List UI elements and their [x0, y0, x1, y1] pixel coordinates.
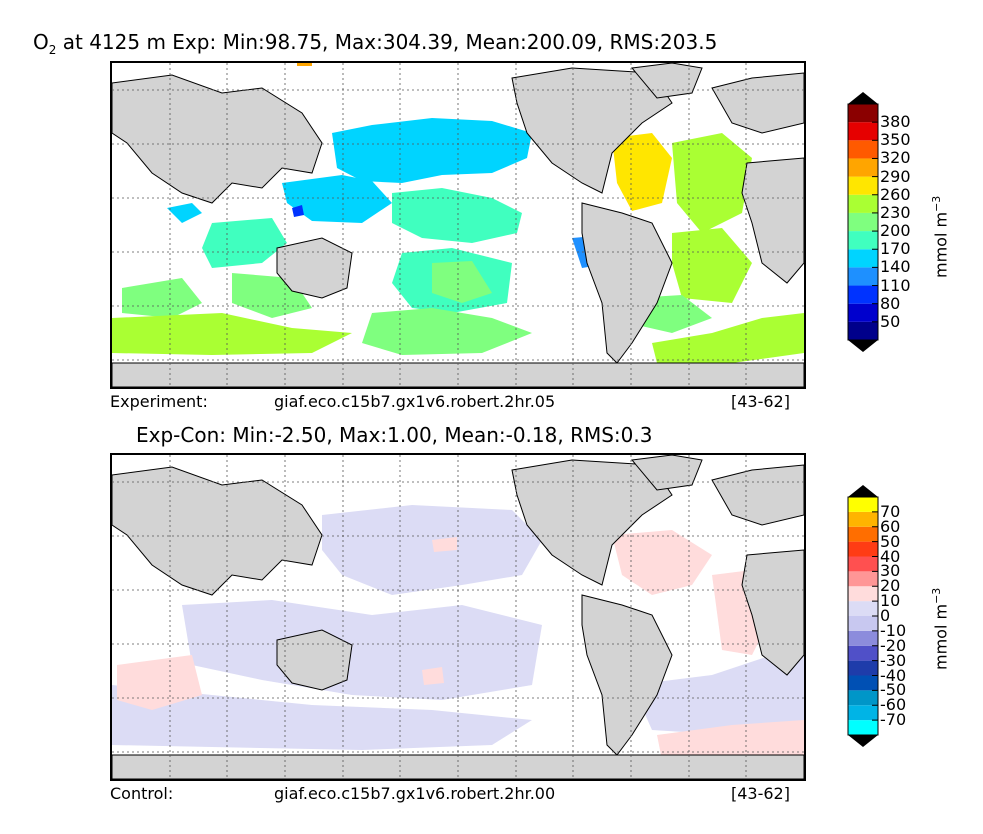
bottom-colorbar-ticks: -70 -60 -50 -40 -30 -20 -10 0 10 20 30 40 50 60 70 — [880, 485, 940, 747]
top-colorbar-tick: 140 — [880, 257, 911, 277]
top-colorbar-segment — [848, 176, 878, 195]
bottom-colorbar-segment — [848, 497, 878, 512]
top-colorbar-segment — [848, 303, 878, 322]
top-colorbar-tick: 350 — [880, 130, 911, 150]
top-colorbar-unit: mmol m−3 — [930, 196, 950, 278]
top-colorbar-segment — [848, 122, 878, 141]
top-colorbar-tick: 50 — [880, 311, 901, 331]
bottom-map-title: Exp-Con: Min:-2.50, Max:1.00, Mean:-0.18… — [136, 423, 653, 447]
top-colorbar-svg — [847, 92, 879, 352]
title-subscript: 2 — [48, 43, 57, 57]
top-graticule — [112, 63, 804, 387]
top-colorbar-ticks: 50 80 110 140 170 200 230 260 290 320 350 380 — [880, 92, 940, 352]
title-stats: at 4125 m Exp: Min:98.75, Max:304.39, Me… — [56, 30, 718, 54]
bottom-colorbar-segment — [848, 705, 878, 721]
bottom-colorbar-tick: 50 — [880, 531, 901, 551]
bottom-colorbar-segment — [848, 511, 878, 527]
top-footer-right: [43-62] — [731, 392, 790, 411]
top-data-field — [112, 63, 804, 363]
top-colorbar-segment — [848, 231, 878, 250]
bottom-colorbar-segment — [848, 601, 878, 616]
bottom-colorbar-segment — [848, 616, 878, 631]
bottom-colorbar-tick: -50 — [880, 680, 907, 700]
top-colorbar — [847, 92, 879, 352]
top-colorbar-tick: 80 — [880, 293, 901, 313]
top-map-canvas — [112, 63, 804, 387]
bottom-colorbar-segment — [848, 660, 878, 676]
bottom-colorbar-segment — [848, 526, 878, 542]
bottom-colorbar-segment — [848, 571, 878, 587]
bottom-unit-exp: −3 — [930, 587, 943, 604]
top-colorbar-under-arrow — [848, 340, 878, 352]
bottom-colorbar-tick: 0 — [880, 606, 891, 625]
top-colorbar-segment — [848, 194, 878, 213]
bottom-colorbar-segment — [848, 630, 878, 646]
top-colorbar-tick: 260 — [880, 184, 911, 204]
top-unit-label: mmol m — [931, 211, 951, 278]
bottom-colorbar-tick: 40 — [880, 546, 901, 566]
bottom-colorbar-tick: 10 — [880, 591, 901, 611]
top-colorbar-segment — [848, 321, 878, 340]
bottom-colorbar-tick: 70 — [880, 501, 901, 521]
bottom-colorbar-segment — [848, 645, 878, 661]
bottom-footer-right: [43-62] — [731, 784, 790, 803]
bottom-colorbar-tick: -30 — [880, 650, 907, 670]
bottom-colorbar-unit: mmol m−3 — [930, 588, 950, 670]
top-colorbar-segment — [848, 212, 878, 232]
bottom-graticule — [112, 455, 804, 779]
top-colorbar-segment — [848, 104, 878, 123]
top-colorbar-tick: 200 — [880, 221, 911, 241]
title-species: O — [33, 30, 49, 54]
top-colorbar-tick: 380 — [880, 112, 911, 132]
top-colorbar-tick: 230 — [880, 202, 911, 222]
bottom-data-field — [112, 505, 804, 760]
top-colorbar-tick: 320 — [880, 148, 911, 168]
bottom-colorbar-segment — [848, 690, 878, 706]
bottom-colorbar-svg — [847, 485, 879, 747]
bottom-colorbar-segment — [848, 541, 878, 557]
bottom-colorbar-tick: -20 — [880, 635, 907, 655]
bottom-colorbar-tick: -60 — [880, 695, 907, 715]
top-map-title: O2 at 4125 m Exp: Min:98.75, Max:304.39,… — [33, 30, 717, 57]
top-colorbar-segment — [848, 158, 878, 177]
top-colorbar-segment — [848, 140, 878, 159]
bottom-colorbar-segment — [848, 720, 878, 735]
bottom-map — [110, 453, 806, 781]
top-colorbar-tick: 290 — [880, 166, 911, 186]
bottom-colorbar-segment — [848, 675, 878, 691]
bottom-colorbar-tick: 60 — [880, 516, 901, 536]
bottom-colorbar-segment — [848, 586, 878, 602]
bottom-colorbar-tick: 20 — [880, 576, 901, 596]
bottom-footer-center: giaf.eco.c15b7.gx1v6.robert.2hr.00 — [274, 784, 556, 803]
top-footer-center: giaf.eco.c15b7.gx1v6.robert.2hr.05 — [274, 392, 556, 411]
bottom-colorbar-segment — [848, 556, 878, 572]
top-colorbar-segment — [848, 249, 878, 268]
top-colorbar-frame — [847, 103, 879, 341]
top-colorbar-tick: 110 — [880, 275, 911, 295]
top-map — [110, 61, 806, 389]
bottom-colorbar — [847, 485, 879, 747]
top-colorbar-segment — [848, 285, 878, 304]
bottom-colorbar-over-arrow — [848, 485, 878, 497]
bottom-colorbar-tick: -70 — [880, 710, 907, 730]
top-colorbar-over-arrow — [848, 92, 878, 104]
bottom-colorbar-tick: 30 — [880, 561, 901, 581]
top-unit-exp: −3 — [930, 195, 943, 212]
bottom-unit-label: mmol m — [931, 603, 951, 670]
bottom-colorbar-tick: -40 — [880, 665, 907, 685]
top-colorbar-segment — [848, 267, 878, 286]
top-colorbar-tick: 170 — [880, 239, 911, 259]
bottom-map-canvas — [112, 455, 804, 779]
bottom-colorbar-under-arrow — [848, 735, 878, 747]
top-footer-left: Experiment: — [110, 392, 208, 411]
bottom-footer-left: Control: — [110, 784, 174, 803]
bottom-colorbar-tick: -10 — [880, 620, 907, 640]
